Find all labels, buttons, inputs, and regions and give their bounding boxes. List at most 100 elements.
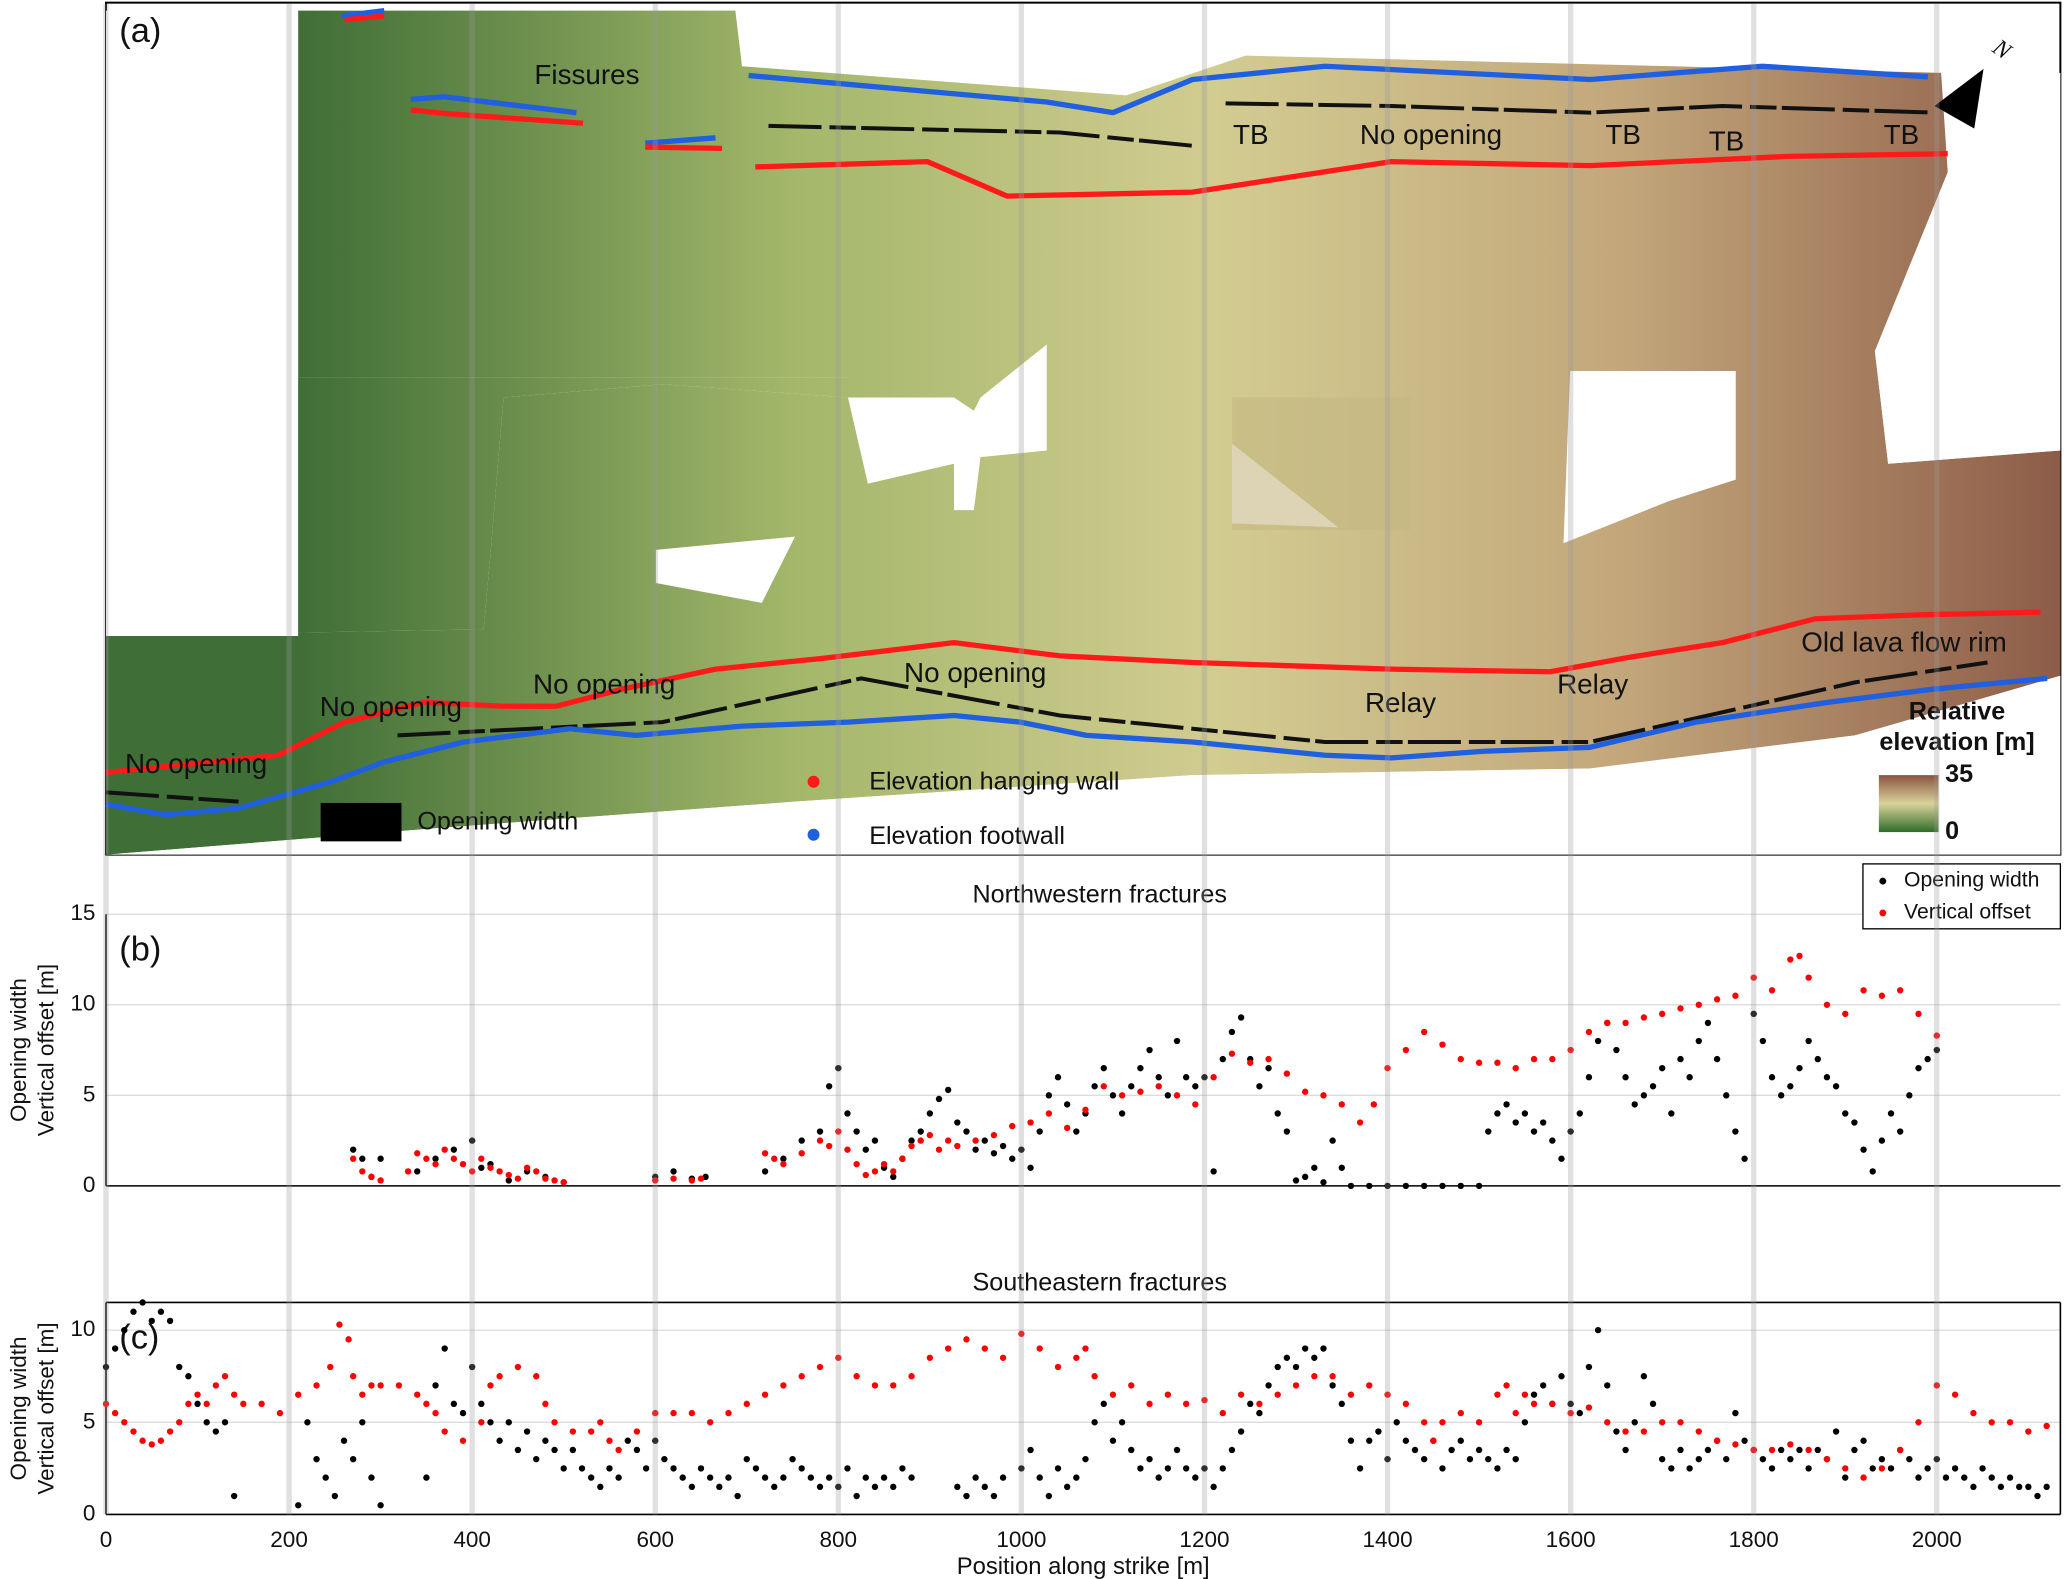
data-point (523, 1164, 531, 1171)
data-point (1366, 1382, 1373, 1389)
data-point (1567, 1400, 1574, 1408)
data-point (533, 1373, 540, 1380)
data-point (1878, 1455, 1886, 1463)
data-point (853, 1160, 860, 1168)
data-point (1604, 1019, 1611, 1027)
data-point (1393, 1419, 1400, 1426)
data-point (1018, 1465, 1025, 1472)
data-point (203, 1400, 210, 1408)
data-point (825, 1142, 833, 1150)
data-point (862, 1171, 869, 1179)
data-point (1320, 1345, 1327, 1352)
data-point (514, 1175, 522, 1182)
data-point (1549, 1055, 1556, 1063)
data-point (349, 1455, 357, 1463)
data-point (340, 1437, 348, 1444)
data-point (1146, 1400, 1153, 1408)
data-point (734, 1492, 741, 1500)
data-point (587, 1474, 595, 1481)
y-tick-label: 5 (83, 1081, 96, 1106)
data-point (1842, 1474, 1849, 1481)
data-point (1265, 1055, 1272, 1063)
data-point (1658, 1010, 1666, 1018)
data-point (652, 1177, 659, 1184)
data-point (1118, 1419, 1126, 1426)
data-point (871, 1483, 879, 1491)
data-point (1457, 1409, 1464, 1417)
data-point (1370, 1101, 1378, 1108)
x-tick-label: 600 (636, 1527, 674, 1552)
wall-line (105, 609, 2041, 776)
data-point (441, 1146, 448, 1153)
data-point (725, 1409, 732, 1417)
data-point (880, 1160, 888, 1168)
data-point (1457, 1182, 1464, 1190)
data-point (1439, 1465, 1446, 1472)
data-point (1173, 1092, 1181, 1099)
y-tick-label: 0 (83, 1172, 96, 1197)
data-point (688, 1177, 696, 1184)
data-point (1018, 1146, 1025, 1153)
data-point (1155, 1074, 1162, 1081)
data-point (2006, 1419, 2014, 1426)
data-point (349, 1146, 357, 1153)
data-point (652, 1437, 659, 1444)
data-point (780, 1160, 787, 1168)
data-point (1475, 1446, 1483, 1454)
annotation: TB (1884, 119, 1920, 150)
colorbar-title: elevation [m] (1879, 728, 2034, 756)
data-point (1576, 1409, 1583, 1417)
data-point (478, 1419, 485, 1426)
data-point (560, 1465, 567, 1472)
data-point (1640, 1373, 1648, 1380)
data-point (487, 1419, 494, 1426)
data-point (1713, 1437, 1721, 1444)
data-point (1805, 1446, 1812, 1454)
data-point (1301, 1173, 1309, 1180)
data-point (1347, 1182, 1355, 1190)
data-point (1420, 1419, 1428, 1426)
data-point (844, 1110, 851, 1117)
data-point (1100, 1083, 1107, 1090)
data-point (1924, 1055, 1931, 1063)
data-point (496, 1373, 503, 1380)
data-point (560, 1179, 567, 1186)
data-point (1329, 1382, 1336, 1389)
data-point (862, 1474, 869, 1481)
data-point (999, 1354, 1007, 1361)
y-axis-label: Vertical offset [m] (34, 1322, 59, 1494)
data-point (606, 1465, 613, 1472)
data-point (1640, 1014, 1648, 1021)
data-point (542, 1400, 549, 1408)
wall-line (410, 107, 584, 126)
annotation: TB (1605, 119, 1641, 150)
data-point (1814, 1055, 1821, 1063)
data-point (1466, 1455, 1474, 1463)
data-point (761, 1150, 769, 1157)
data-point (2006, 1474, 2014, 1481)
data-point (359, 1391, 366, 1398)
data-point (1420, 1182, 1428, 1190)
data-point (1723, 1092, 1730, 1099)
annotation: Relay (1557, 669, 1628, 700)
data-point (377, 1382, 384, 1389)
data-point (1576, 1110, 1583, 1117)
data-point (1448, 1446, 1455, 1454)
data-point (1137, 1088, 1144, 1095)
data-point (661, 1455, 668, 1463)
data-point (130, 1308, 137, 1315)
data-point (1668, 1110, 1675, 1117)
data-point (908, 1474, 915, 1481)
data-point (844, 1465, 851, 1472)
data-point (1970, 1483, 1977, 1491)
data-point (1503, 1101, 1510, 1108)
data-point (1274, 1391, 1281, 1398)
data-point (377, 1502, 384, 1509)
data-point (835, 1354, 842, 1361)
data-point (1009, 1155, 1016, 1162)
legend-label: Opening width (417, 807, 578, 835)
data-point (606, 1437, 613, 1444)
data-point (1402, 1437, 1410, 1444)
data-point (1796, 952, 1803, 960)
data-point (1027, 1164, 1034, 1171)
